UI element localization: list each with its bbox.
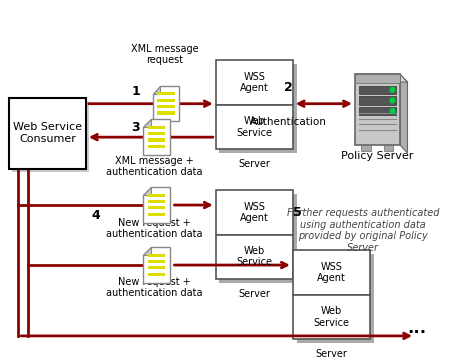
Bar xyxy=(361,145,370,151)
Text: Server: Server xyxy=(315,349,346,359)
Text: Web
Service: Web Service xyxy=(236,116,272,138)
Bar xyxy=(148,206,165,210)
Bar xyxy=(148,253,165,257)
Text: 1: 1 xyxy=(131,85,140,98)
Bar xyxy=(383,145,392,151)
Bar xyxy=(354,74,399,145)
Bar xyxy=(292,295,369,339)
Polygon shape xyxy=(143,188,169,223)
Text: Web Service
Consumer: Web Service Consumer xyxy=(13,122,82,144)
Text: XML message
request: XML message request xyxy=(131,44,198,65)
Circle shape xyxy=(389,109,394,114)
Text: Server: Server xyxy=(238,289,270,299)
Bar xyxy=(219,194,296,283)
Bar xyxy=(148,212,165,216)
Bar xyxy=(148,132,165,135)
Bar xyxy=(215,105,292,149)
Bar xyxy=(157,98,174,102)
Circle shape xyxy=(389,87,394,92)
Polygon shape xyxy=(354,74,407,82)
Circle shape xyxy=(389,98,394,103)
Polygon shape xyxy=(143,119,169,155)
Bar xyxy=(157,111,174,114)
Text: XML message +
authentication data: XML message + authentication data xyxy=(106,156,202,177)
Bar xyxy=(148,260,165,263)
Bar xyxy=(148,266,165,269)
Text: Policy Server: Policy Server xyxy=(341,151,413,161)
Bar xyxy=(12,101,88,172)
Bar xyxy=(148,138,165,142)
Bar xyxy=(148,145,165,148)
Bar xyxy=(358,96,396,105)
Text: 5: 5 xyxy=(293,206,301,219)
Text: 3: 3 xyxy=(131,121,140,134)
Polygon shape xyxy=(143,119,150,127)
Text: Web
Service: Web Service xyxy=(236,246,272,268)
Bar xyxy=(358,107,396,115)
Bar xyxy=(148,200,165,203)
Text: WSS
Agent: WSS Agent xyxy=(239,72,268,93)
Text: WSS
Agent: WSS Agent xyxy=(239,202,268,223)
Polygon shape xyxy=(143,247,150,255)
Bar xyxy=(148,126,165,129)
Bar xyxy=(215,235,292,279)
Bar xyxy=(157,92,174,95)
Bar xyxy=(358,85,396,94)
Text: Further requests authenticated
using authentication data
provided by original Po: Further requests authenticated using aut… xyxy=(286,208,438,253)
Text: 4: 4 xyxy=(91,209,100,222)
Text: New request +
authentication data: New request + authentication data xyxy=(106,277,202,298)
Bar xyxy=(148,194,165,197)
Bar xyxy=(215,60,292,105)
Text: Web
Service: Web Service xyxy=(313,306,349,328)
Bar xyxy=(157,105,174,108)
Bar xyxy=(219,64,296,153)
Bar xyxy=(215,190,292,235)
Polygon shape xyxy=(152,86,179,121)
Text: WSS
Agent: WSS Agent xyxy=(316,262,345,283)
Text: 2: 2 xyxy=(283,81,292,94)
Polygon shape xyxy=(399,74,407,153)
Bar xyxy=(354,74,399,83)
Bar xyxy=(9,98,86,169)
Polygon shape xyxy=(143,247,169,283)
Text: ...: ... xyxy=(406,319,425,337)
Bar xyxy=(292,250,369,295)
Bar xyxy=(148,273,165,276)
Text: New request +
authentication data: New request + authentication data xyxy=(106,218,202,239)
Text: Server: Server xyxy=(238,159,270,169)
Polygon shape xyxy=(143,188,150,195)
Bar xyxy=(296,254,373,343)
Polygon shape xyxy=(152,86,160,94)
Text: Authentication: Authentication xyxy=(249,118,326,127)
